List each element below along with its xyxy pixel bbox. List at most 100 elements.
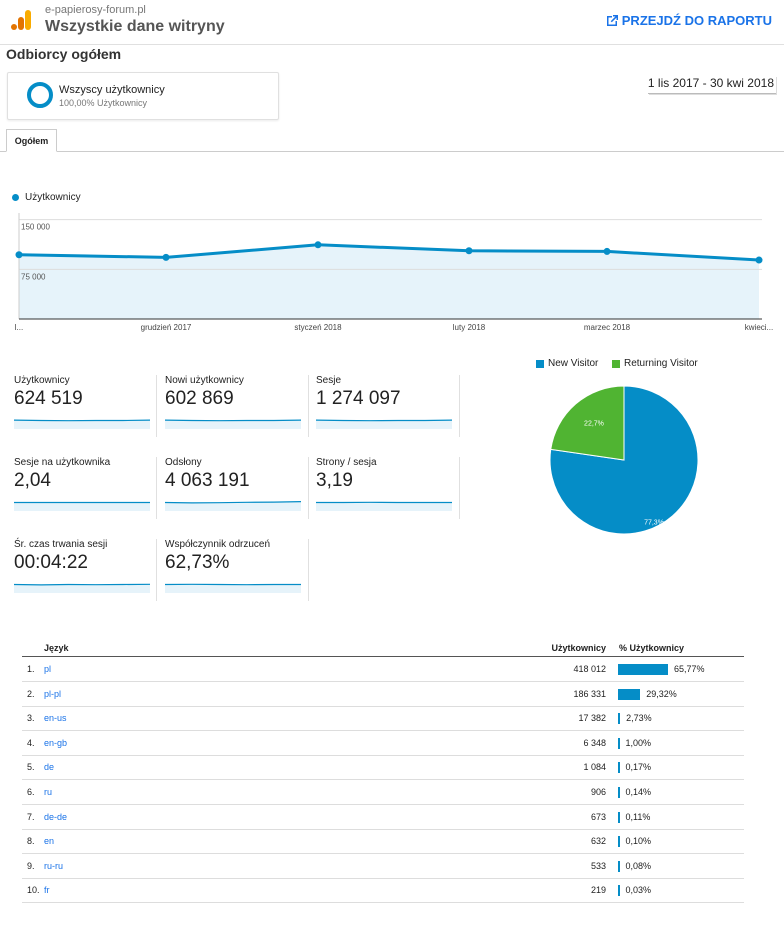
sparkline-line bbox=[165, 501, 301, 504]
metric-divider bbox=[459, 457, 460, 519]
language-link[interactable]: pl-pl bbox=[44, 688, 62, 699]
x-tick-label: l... bbox=[15, 323, 23, 332]
visitor-type-pie-chart: 77,3% 22,7% bbox=[549, 385, 699, 535]
data-point[interactable] bbox=[755, 256, 763, 264]
sparkline-fill bbox=[14, 502, 150, 511]
line-chart-legend: Użytkownicy bbox=[12, 192, 81, 203]
language-link[interactable]: de bbox=[44, 762, 55, 773]
metric-value: 62,73% bbox=[165, 552, 230, 573]
pct-value: 0,10% bbox=[625, 836, 652, 847]
pct-value: 0,17% bbox=[625, 762, 652, 773]
y-tick-label: 150 000 bbox=[21, 223, 50, 232]
table-row: 4. en-gb 6 348 1,00% bbox=[22, 731, 744, 756]
language-link[interactable]: ru-ru bbox=[44, 860, 64, 871]
pie-slice[interactable] bbox=[550, 385, 625, 461]
report-header: e-papierosy-forum.pl Wszystkie dane witr… bbox=[0, 0, 784, 45]
segment-name: Wszyscy użytkownicy bbox=[59, 84, 165, 96]
pct-value: 65,77% bbox=[674, 664, 705, 674]
pie-legend-returning: Returning Visitor bbox=[612, 358, 698, 369]
metric-tile[interactable]: Sesje 1 274 097 bbox=[316, 375, 462, 437]
metric-divider bbox=[156, 457, 157, 519]
users-value: 6 348 bbox=[583, 737, 606, 748]
x-tick-label: marzec 2018 bbox=[584, 323, 631, 332]
metric-value: 602 869 bbox=[165, 388, 234, 409]
sparkline-fill bbox=[165, 584, 301, 593]
metric-divider bbox=[156, 539, 157, 601]
pct-value: 0,11% bbox=[625, 811, 651, 822]
metric-divider bbox=[308, 539, 309, 601]
metric-divider bbox=[308, 457, 309, 519]
share-bar bbox=[618, 713, 621, 725]
data-point[interactable] bbox=[603, 247, 611, 255]
language-link[interactable]: de-de bbox=[44, 811, 68, 822]
pct-value: 2,73% bbox=[626, 713, 652, 724]
language-link[interactable]: fr bbox=[44, 885, 50, 896]
metric-value: 00:04:22 bbox=[14, 552, 88, 573]
metric-tile[interactable]: Współczynnik odrzuceń 62,73% bbox=[165, 539, 311, 601]
data-point[interactable] bbox=[15, 251, 23, 259]
pct-value: 29,32% bbox=[646, 688, 677, 699]
row-number: 4. bbox=[27, 737, 35, 748]
metric-sparkline bbox=[14, 501, 150, 511]
area-fill bbox=[19, 244, 759, 319]
metric-sparkline bbox=[165, 583, 301, 593]
metric-sparkline bbox=[165, 501, 301, 511]
metric-tile[interactable]: Nowi użytkownicy 602 869 bbox=[165, 375, 311, 437]
row-number: 2. bbox=[27, 688, 35, 699]
language-link[interactable]: en-gb bbox=[44, 737, 68, 748]
share-bar bbox=[618, 762, 620, 774]
users-value: 906 bbox=[590, 787, 606, 797]
tab-overview[interactable]: Ogółem bbox=[6, 129, 57, 152]
users-value: 533 bbox=[590, 860, 606, 871]
data-point[interactable] bbox=[465, 247, 473, 255]
go-to-report-link[interactable]: PRZEJDŹ DO RAPORTU bbox=[605, 13, 772, 28]
data-point[interactable] bbox=[314, 241, 322, 249]
metric-tile[interactable]: Użytkownicy 624 519 bbox=[14, 375, 160, 437]
open-in-new-icon bbox=[606, 14, 618, 26]
pie-slice-label: 22,7% bbox=[584, 420, 604, 427]
users-value: 632 bbox=[590, 836, 606, 847]
y-tick-label: 75 000 bbox=[21, 272, 46, 281]
metric-value: 3,19 bbox=[316, 470, 353, 491]
metric-tile[interactable]: Odsłony 4 063 191 bbox=[165, 457, 311, 519]
metric-label: Użytkownicy bbox=[14, 375, 70, 386]
metric-divider bbox=[308, 375, 309, 437]
metric-sparkline bbox=[316, 419, 452, 429]
table-row: 2. pl-pl 186 331 29,32% bbox=[22, 682, 744, 707]
language-link[interactable]: ru bbox=[44, 787, 53, 797]
language-link[interactable]: en-us bbox=[44, 713, 67, 724]
date-range-selector[interactable]: 1 lis 2017 - 30 kwi 2018 bbox=[647, 76, 776, 94]
table-row: 10. fr 219 0,03% bbox=[22, 878, 744, 904]
metric-sparkline bbox=[165, 419, 301, 429]
share-bar bbox=[618, 860, 620, 872]
data-point[interactable] bbox=[162, 253, 170, 261]
sparkline-line bbox=[14, 583, 150, 586]
users-value: 1 084 bbox=[583, 762, 606, 773]
users-line-chart: 150 000 75 000 l... grudzień 2017 styczeń 20… bbox=[15, 213, 773, 332]
series-label: Użytkownicy bbox=[25, 192, 81, 203]
language-link[interactable]: en bbox=[44, 836, 55, 847]
language-link[interactable]: pl bbox=[44, 664, 52, 674]
metric-tile[interactable]: Sesje na użytkownika 2,04 bbox=[14, 457, 160, 519]
table-header: Język Użytkownicy % Użytkownicy bbox=[22, 640, 744, 657]
site-url: e-papierosy-forum.pl bbox=[45, 4, 146, 16]
metric-divider bbox=[156, 375, 157, 437]
go-to-report-label: PRZEJDŹ DO RAPORTU bbox=[621, 13, 772, 28]
metric-tile[interactable]: Śr. czas trwania sesji 00:04:22 bbox=[14, 539, 160, 601]
metric-sparkline bbox=[14, 419, 150, 429]
metric-value: 624 519 bbox=[14, 388, 83, 409]
row-number: 3. bbox=[27, 713, 35, 724]
metric-divider bbox=[459, 375, 460, 437]
metric-tile[interactable]: Strony / sesja 3,19 bbox=[316, 457, 462, 519]
sparkline-fill bbox=[165, 420, 301, 429]
segment-chip[interactable]: Wszyscy użytkownicy 100,00% Użytkownicy bbox=[7, 72, 279, 120]
metric-sparkline bbox=[14, 583, 150, 593]
pct-value: 0,08% bbox=[625, 860, 652, 871]
sparkline-line bbox=[165, 419, 301, 422]
sparkline-fill bbox=[14, 584, 150, 593]
analytics-logo-icon bbox=[11, 10, 31, 30]
metric-label: Odsłony bbox=[165, 457, 202, 468]
pie-legend-label: Returning Visitor bbox=[624, 358, 698, 369]
sparkline-line bbox=[316, 419, 452, 422]
metric-label: Współczynnik odrzuceń bbox=[165, 539, 271, 550]
